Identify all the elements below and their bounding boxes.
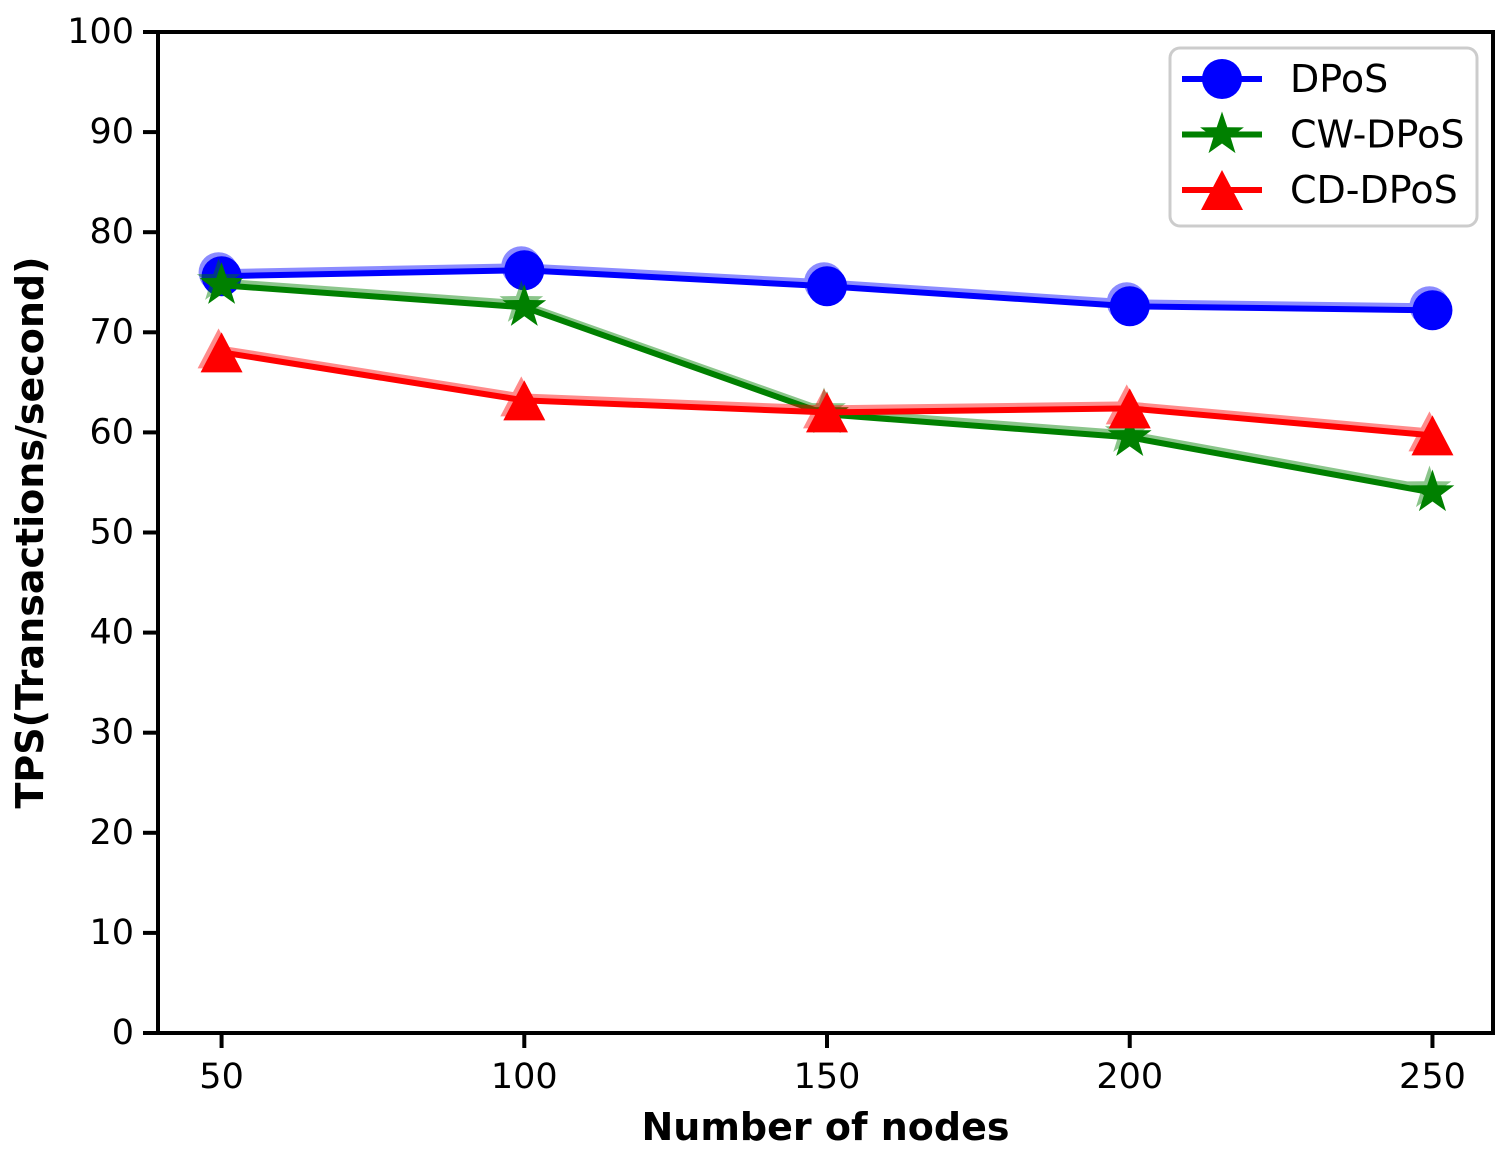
legend-box — [1168, 46, 1479, 228]
legend: DPoS CW-DPoS CD-DPoS — [1168, 46, 1479, 228]
legend-label-dpos: DPoS — [1290, 57, 1388, 101]
y-axis-label: TPS(Transactions/second) — [8, 257, 52, 809]
legend-item-cd-dpos: CD-DPoS — [1182, 168, 1458, 212]
x-tick-label-200: 200 — [1096, 1057, 1163, 1097]
legend-item-dpos: DPoS — [1182, 57, 1388, 101]
y-tick-label-60: 60 — [89, 412, 134, 452]
y-tick-label-90: 90 — [89, 112, 134, 152]
legend-label-cw-dpos: CW-DPoS — [1290, 113, 1464, 157]
series-cw-dpos-marker-100 — [502, 284, 547, 326]
y-tick-label-0: 0 — [112, 1013, 134, 1053]
y-axis: 0 10 20 30 40 50 60 70 80 90 100 — [67, 12, 158, 1053]
x-tick-label-50: 50 — [199, 1057, 244, 1097]
y-tick-label-40: 40 — [89, 613, 134, 653]
y-tick-label-10: 10 — [89, 913, 134, 953]
x-tick-label-250: 250 — [1399, 1057, 1466, 1097]
y-tick-label-50: 50 — [89, 513, 134, 553]
series-dpos-marker-100 — [504, 250, 545, 291]
legend-item-cw-dpos: CW-DPoS — [1182, 111, 1464, 157]
series-dpos-marker-200 — [1109, 286, 1150, 327]
y-tick-label-20: 20 — [89, 813, 134, 853]
series-cd-dpos-marker-150 — [806, 392, 849, 433]
series-cd-dpos-marker-200 — [1108, 388, 1151, 429]
x-axis: 50 100 150 200 250 — [199, 1033, 1466, 1097]
x-axis-label: Number of nodes — [641, 1105, 1009, 1149]
series-dpos-marker-250 — [1412, 290, 1453, 331]
x-tick-label-150: 150 — [794, 1057, 861, 1097]
y-tick-label-70: 70 — [89, 312, 134, 352]
legend-label-cd-dpos: CD-DPoS — [1290, 168, 1458, 212]
series-dpos-marker-150 — [807, 266, 848, 307]
y-tick-label-80: 80 — [89, 212, 134, 252]
series-cw-dpos-marker-200 — [1107, 414, 1152, 456]
legend-marker-dpos — [1202, 59, 1242, 99]
series-cw-dpos-marker-250 — [1410, 469, 1455, 512]
series-cd-dpos-marker-250 — [1411, 415, 1454, 456]
legend-marker-cd-dpos — [1201, 170, 1243, 210]
series-cd-dpos-marker-50 — [200, 332, 243, 373]
series-cw-dpos-marker-50 — [199, 262, 244, 304]
series-cd-dpos-marker-100 — [503, 380, 546, 421]
legend-marker-cw-dpos — [1200, 111, 1244, 154]
y-tick-label-30: 30 — [89, 713, 134, 753]
y-tick-label-100: 100 — [67, 12, 134, 52]
series-cd-dpos — [197, 328, 1454, 456]
x-tick-label-100: 100 — [491, 1057, 558, 1097]
